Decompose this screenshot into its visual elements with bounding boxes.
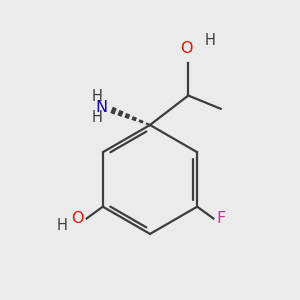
Text: H: H	[92, 110, 103, 125]
Text: N: N	[95, 100, 107, 115]
Text: O: O	[71, 211, 84, 226]
Text: H: H	[57, 218, 68, 233]
Text: F: F	[216, 211, 226, 226]
Text: H: H	[92, 89, 103, 104]
Text: O: O	[181, 41, 193, 56]
Text: H: H	[205, 33, 215, 48]
